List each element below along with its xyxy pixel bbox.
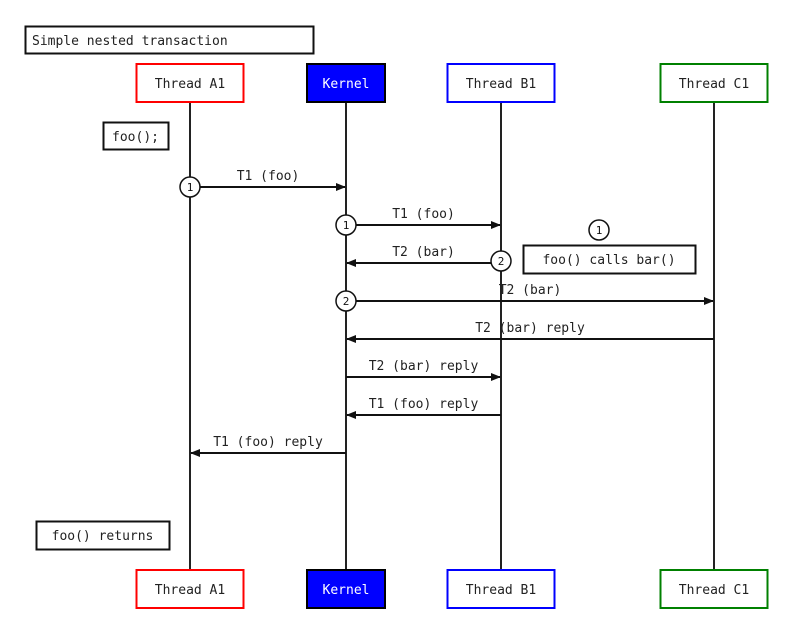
participant-c1-bottom[interactable]: Thread C1 [659, 569, 769, 609]
diagram-title-text: Simple nested transaction [32, 34, 228, 49]
message-label: T1 (foo) reply [213, 435, 323, 450]
participant-label: Thread A1 [155, 77, 225, 92]
participant-label: Kernel [323, 77, 370, 92]
participant-label: Kernel [323, 583, 370, 598]
message-a1-to-k[interactable]: T1 (foo) 1 [179, 169, 346, 198]
message-k-to-c1[interactable]: T2 (bar) 2 [335, 283, 714, 312]
note-text: foo(); [112, 130, 159, 145]
message-label: T1 (foo) reply [369, 397, 479, 412]
message-label: T1 (foo) [237, 169, 300, 184]
step-marker: 1 [179, 176, 201, 198]
svg-text:1: 1 [596, 224, 603, 237]
participant-b1-top[interactable]: Thread B1 [446, 63, 556, 103]
step-marker: 2 [490, 250, 512, 272]
participant-k-bottom[interactable]: Kernel [306, 569, 386, 609]
message-label: T2 (bar) [392, 245, 455, 260]
message-k-to-a1[interactable]: T1 (foo) reply [190, 435, 346, 457]
svg-text:2: 2 [343, 295, 350, 308]
note: foo() returns [35, 520, 171, 551]
note-text: foo() returns [52, 529, 154, 544]
svg-text:1: 1 [343, 219, 350, 232]
participant-a1-bottom[interactable]: Thread A1 [135, 569, 245, 609]
participant-c1-top[interactable]: Thread C1 [659, 63, 769, 103]
participant-label: Thread C1 [679, 583, 749, 598]
message-c1-to-k[interactable]: T2 (bar) reply [346, 321, 714, 343]
step-marker: 1 [588, 219, 610, 241]
message-k-to-b1[interactable]: T1 (foo) 1 [335, 207, 501, 236]
message-b1-to-k[interactable]: T1 (foo) reply [346, 397, 501, 419]
svg-text:1: 1 [187, 181, 194, 194]
participant-label: Thread C1 [679, 77, 749, 92]
participant-label: Thread B1 [466, 77, 536, 92]
participant-b1-bottom[interactable]: Thread B1 [446, 569, 556, 609]
participant-label: Thread A1 [155, 583, 225, 598]
note-text: foo() calls bar() [542, 253, 675, 268]
participant-a1-top[interactable]: Thread A1 [135, 63, 245, 103]
message-label: T2 (bar) reply [475, 321, 585, 336]
step-marker: 1 [335, 214, 357, 236]
note: foo(); [102, 121, 170, 151]
step-marker: 2 [335, 290, 357, 312]
participant-k-top[interactable]: Kernel [306, 63, 386, 103]
diagram-title: Simple nested transaction [24, 25, 315, 55]
message-b1-to-k[interactable]: T2 (bar) 2 [346, 245, 512, 272]
message-label: T2 (bar) [499, 283, 562, 298]
participant-label: Thread B1 [466, 583, 536, 598]
note: foo() calls bar() 1 [522, 219, 697, 275]
message-label: T2 (bar) reply [369, 359, 479, 374]
svg-text:2: 2 [498, 255, 505, 268]
message-label: T1 (foo) [392, 207, 455, 222]
message-k-to-b1[interactable]: T2 (bar) reply [346, 359, 501, 381]
